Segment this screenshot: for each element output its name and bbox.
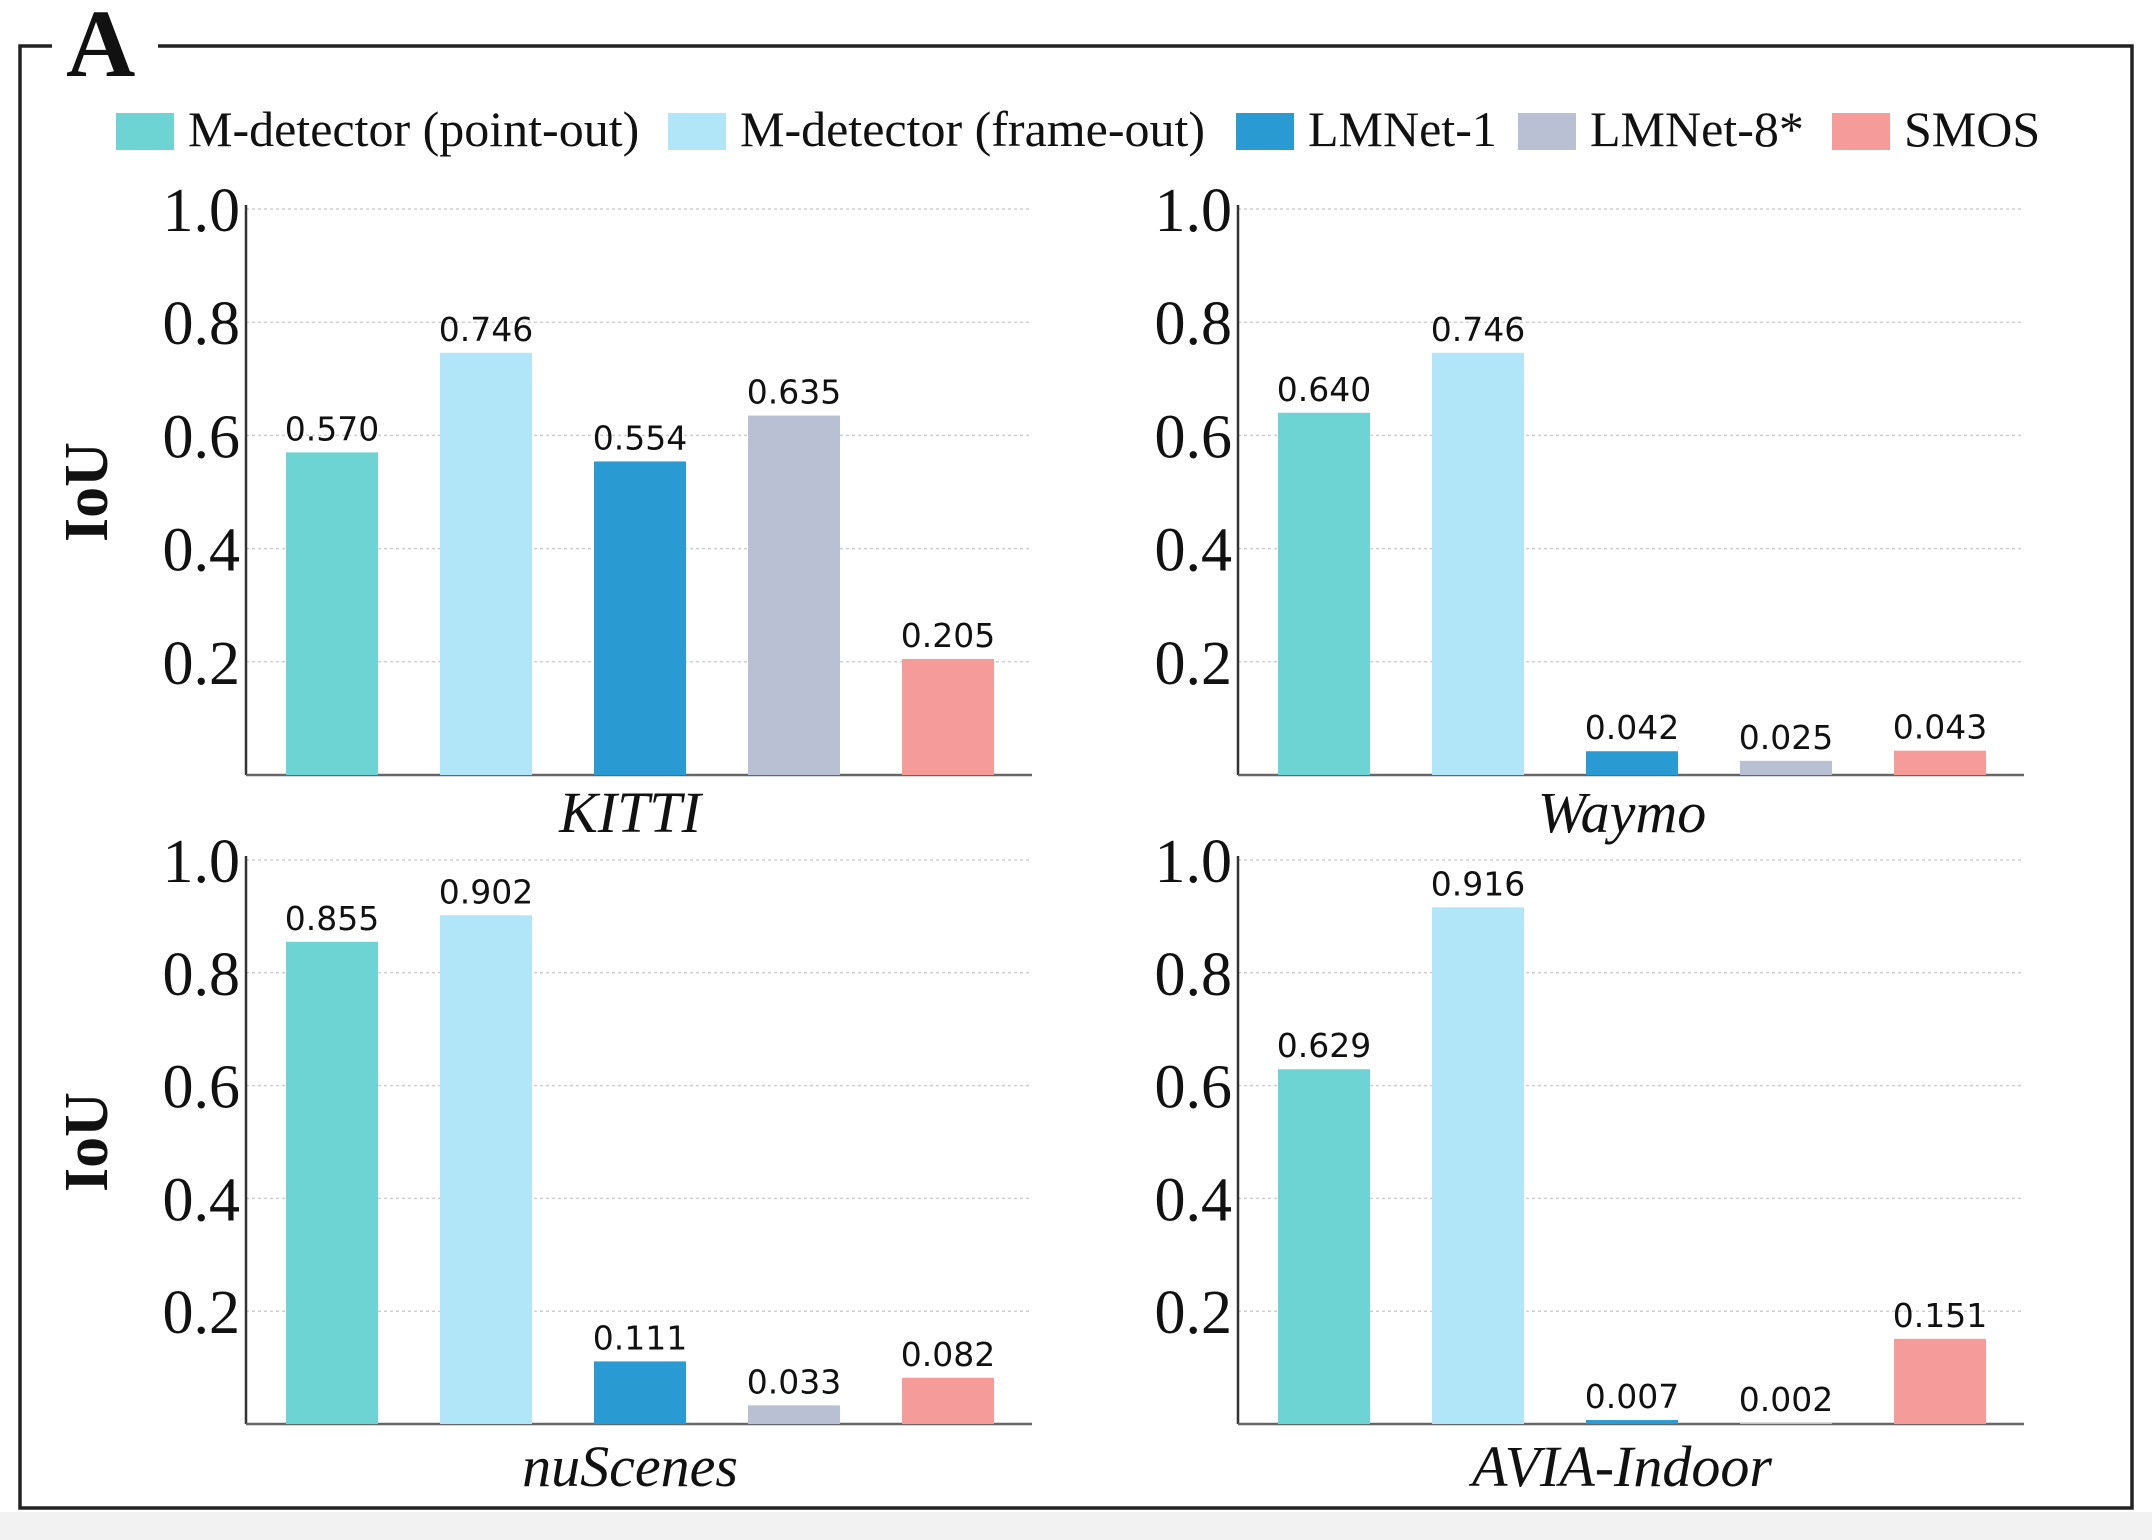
bar-value-label: 0.205 (901, 616, 995, 655)
chart-3: 0.2 0.4 0.6 0.8 1.0 0.629 0.916 0.007 0.002 0.151… (1155, 828, 2024, 1499)
y-tick-label: 0.2 (1155, 630, 1233, 698)
bar-4 (902, 658, 994, 775)
legend-swatch-2 (1236, 113, 1294, 150)
bar-3 (1740, 1422, 1832, 1424)
y-tick-label: 0.6 (1155, 1054, 1233, 1122)
y-tick-label: 0.8 (163, 290, 241, 358)
legend-label-3: LMNet-8* (1590, 101, 1804, 157)
y-tick-label: 0.6 (1155, 403, 1233, 471)
bar-value-label: 0.007 (1585, 1377, 1679, 1416)
bar-3 (1740, 760, 1832, 775)
bar-value-label: 0.554 (593, 418, 687, 457)
bar-value-label: 0.042 (1585, 708, 1679, 747)
legend: M-detector (point-out) M-detector (frame-… (116, 101, 2040, 157)
y-tick-label: 0.8 (1155, 941, 1233, 1009)
y-tick-label: 1.0 (163, 177, 241, 245)
bar-1 (440, 915, 532, 1424)
bar-0 (1278, 412, 1370, 775)
figure-frame (18, 44, 2134, 1510)
bar-4 (1894, 750, 1986, 775)
bar-1 (440, 352, 532, 775)
bar-0 (1278, 1069, 1370, 1424)
y-tick-label: 0.4 (163, 1166, 241, 1234)
bar-value-label: 0.916 (1431, 864, 1525, 903)
bar-4 (902, 1377, 994, 1424)
y-tick-label: 0.6 (163, 403, 241, 471)
bar-value-label: 0.640 (1277, 370, 1371, 409)
legend-label-2: LMNet-1 (1308, 101, 1497, 157)
bar-value-label: 0.002 (1739, 1380, 1833, 1419)
bottom-shadow (0, 1512, 2152, 1540)
y-axis-label: IoU (53, 1092, 121, 1192)
y-tick-label: 1.0 (163, 828, 241, 896)
bar-2 (1586, 751, 1678, 775)
y-tick-label: 0.4 (163, 517, 241, 585)
bar-4 (1894, 1338, 1986, 1424)
bar-2 (594, 1361, 686, 1424)
legend-label-4: SMOS (1904, 101, 2040, 157)
bar-value-label: 0.151 (1893, 1296, 1987, 1335)
chart-title: KITTI (558, 780, 704, 845)
bar-value-label: 0.025 (1739, 718, 1833, 757)
bar-value-label: 0.635 (747, 373, 841, 412)
bar-3 (748, 1405, 840, 1424)
chart-title: AVIA-Indoor (1468, 1434, 1772, 1499)
bar-value-label: 0.746 (439, 310, 533, 349)
y-tick-label: 1.0 (1155, 177, 1233, 245)
bar-value-label: 0.043 (1893, 708, 1987, 747)
y-tick-label: 1.0 (1155, 828, 1233, 896)
bar-0 (286, 941, 378, 1424)
bar-1 (1432, 907, 1524, 1424)
chart-title: nuScenes (522, 1434, 738, 1499)
y-tick-label: 0.2 (1155, 1279, 1233, 1347)
legend-label-1: M-detector (frame-out) (740, 101, 1205, 157)
bar-value-label: 0.902 (439, 872, 533, 911)
bar-0 (286, 452, 378, 775)
bar-2 (594, 461, 686, 775)
bar-value-label: 0.033 (747, 1362, 841, 1401)
y-tick-label: 0.8 (163, 941, 241, 1009)
bar-value-label: 0.629 (1277, 1026, 1371, 1065)
bar-2 (1586, 1420, 1678, 1424)
bar-value-label: 0.111 (593, 1318, 687, 1357)
y-tick-label: 0.2 (163, 1279, 241, 1347)
chart-title: Waymo (1538, 780, 1707, 845)
legend-swatch-3 (1518, 113, 1576, 150)
legend-label-0: M-detector (point-out) (188, 101, 639, 157)
charts: 0.2 0.4 0.6 0.8 1.0 0.570 0.746 0.554 0.635 0.205… (53, 177, 2024, 1499)
bar-1 (1432, 352, 1524, 775)
y-tick-label: 0.6 (163, 1054, 241, 1122)
bar-value-label: 0.082 (901, 1335, 995, 1374)
y-tick-label: 0.2 (163, 630, 241, 698)
panel-label: A (66, 0, 135, 97)
legend-swatch-4 (1832, 113, 1890, 150)
legend-swatch-0 (116, 113, 174, 150)
chart-1: 0.2 0.4 0.6 0.8 1.0 0.640 0.746 0.042 0.025 0.043… (1155, 177, 2024, 845)
y-tick-label: 0.8 (1155, 290, 1233, 358)
chart-2: 0.2 0.4 0.6 0.8 1.0 0.855 0.902 0.111 0.033 0.082… (53, 828, 1032, 1499)
y-axis-label: IoU (53, 442, 121, 542)
chart-0: 0.2 0.4 0.6 0.8 1.0 0.570 0.746 0.554 0.635 0.205… (53, 177, 1032, 845)
legend-swatch-1 (668, 113, 726, 150)
panel-label-gap (52, 30, 158, 64)
bar-3 (748, 415, 840, 775)
bar-value-label: 0.746 (1431, 310, 1525, 349)
bar-value-label: 0.855 (285, 899, 379, 938)
y-tick-label: 0.4 (1155, 517, 1233, 585)
y-tick-label: 0.4 (1155, 1166, 1233, 1234)
bar-value-label: 0.570 (285, 409, 379, 448)
